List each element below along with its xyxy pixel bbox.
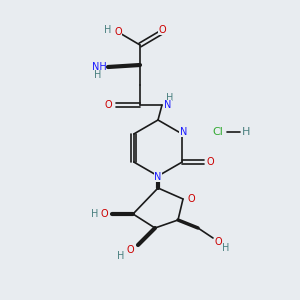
- Text: NH: NH: [92, 62, 106, 72]
- Text: O: O: [126, 245, 134, 255]
- Text: O: O: [158, 25, 166, 35]
- Text: O: O: [104, 100, 112, 110]
- Text: H: H: [94, 70, 102, 80]
- Text: H: H: [117, 251, 125, 261]
- Text: O: O: [206, 157, 214, 167]
- Text: H: H: [222, 243, 230, 253]
- Text: O: O: [214, 237, 222, 247]
- Text: O: O: [100, 209, 108, 219]
- Text: H: H: [166, 93, 174, 103]
- Text: N: N: [180, 127, 187, 137]
- Text: N: N: [164, 100, 172, 110]
- Text: H: H: [91, 209, 99, 219]
- Text: H: H: [242, 127, 250, 137]
- Text: O: O: [114, 27, 122, 37]
- Text: O: O: [187, 194, 195, 204]
- Text: N: N: [154, 172, 162, 182]
- Text: Cl: Cl: [213, 127, 224, 137]
- Text: H: H: [104, 25, 112, 35]
